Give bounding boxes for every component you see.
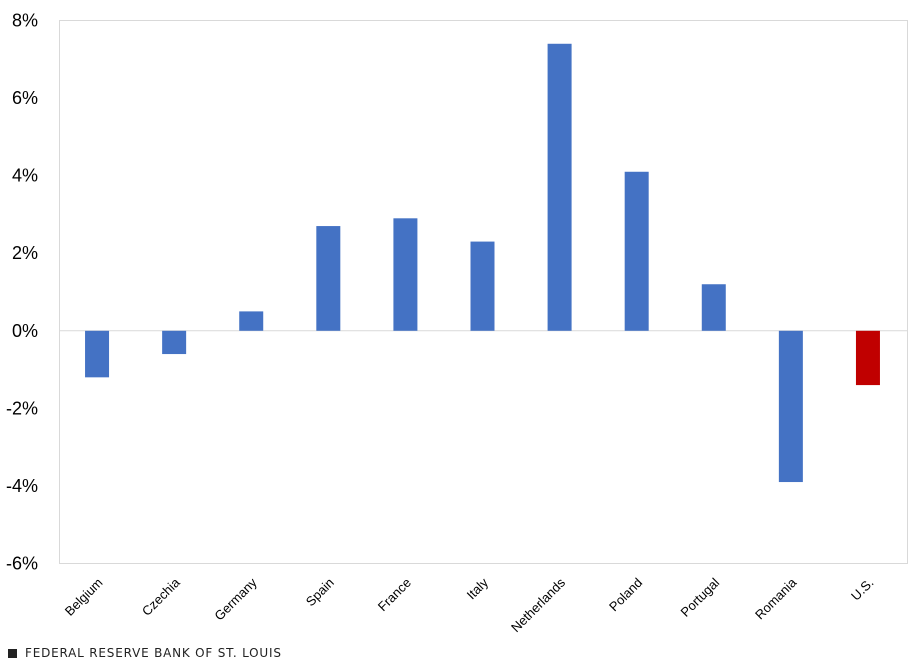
y-tick-label: 6% [12,88,38,108]
bar-germany [239,311,264,331]
y-tick-label: 2% [12,243,38,263]
bars [85,43,880,483]
x-tick-label: U.S. [848,575,876,603]
y-tick-label: -4% [6,476,38,496]
x-tick-label: Netherlands [508,575,569,636]
x-tick-label: Germany [211,575,260,624]
x-tick-label: Czechia [139,574,183,618]
x-tick-label: France [375,575,414,614]
footer-source: FEDERAL RESERVE BANK OF ST. LOUIS [25,646,282,660]
x-axis: Belgium Czechia Germany Spain France Italy Net… [62,574,877,635]
x-tick-label: Spain [303,575,337,609]
bar-spain [316,226,341,331]
bar-czechia [162,330,187,355]
bar-portugal [701,284,726,331]
bar-poland [624,171,649,331]
plot-area-border [59,20,908,564]
y-tick-label: -6% [6,554,38,574]
x-tick-label: Portugal [677,575,722,620]
footer-square-icon [8,648,17,658]
y-axis: 8% 6% 4% 2% 0% -2% -4% -6% [6,11,38,574]
y-tick-label: -2% [6,398,38,418]
bar-netherlands [547,43,572,331]
x-tick-label: Belgium [62,575,106,619]
x-tick-label: Italy [464,575,492,603]
bar-italy [470,241,495,331]
bar-chart: 8% 6% 4% 2% 0% -2% -4% -6% Belgium Czechia German… [6,11,908,635]
y-tick-label: 0% [12,321,38,341]
x-tick-label: Poland [606,575,645,614]
x-tick-label: Romania [752,574,800,622]
footer: FEDERAL RESERVE BANK OF ST. LOUIS [8,645,282,661]
bar-romania [778,330,803,483]
bar-france [393,218,418,331]
y-tick-label: 4% [12,166,38,186]
bar-belgium [85,330,110,378]
y-tick-label: 8% [12,11,38,31]
bar-u-s [855,330,880,386]
